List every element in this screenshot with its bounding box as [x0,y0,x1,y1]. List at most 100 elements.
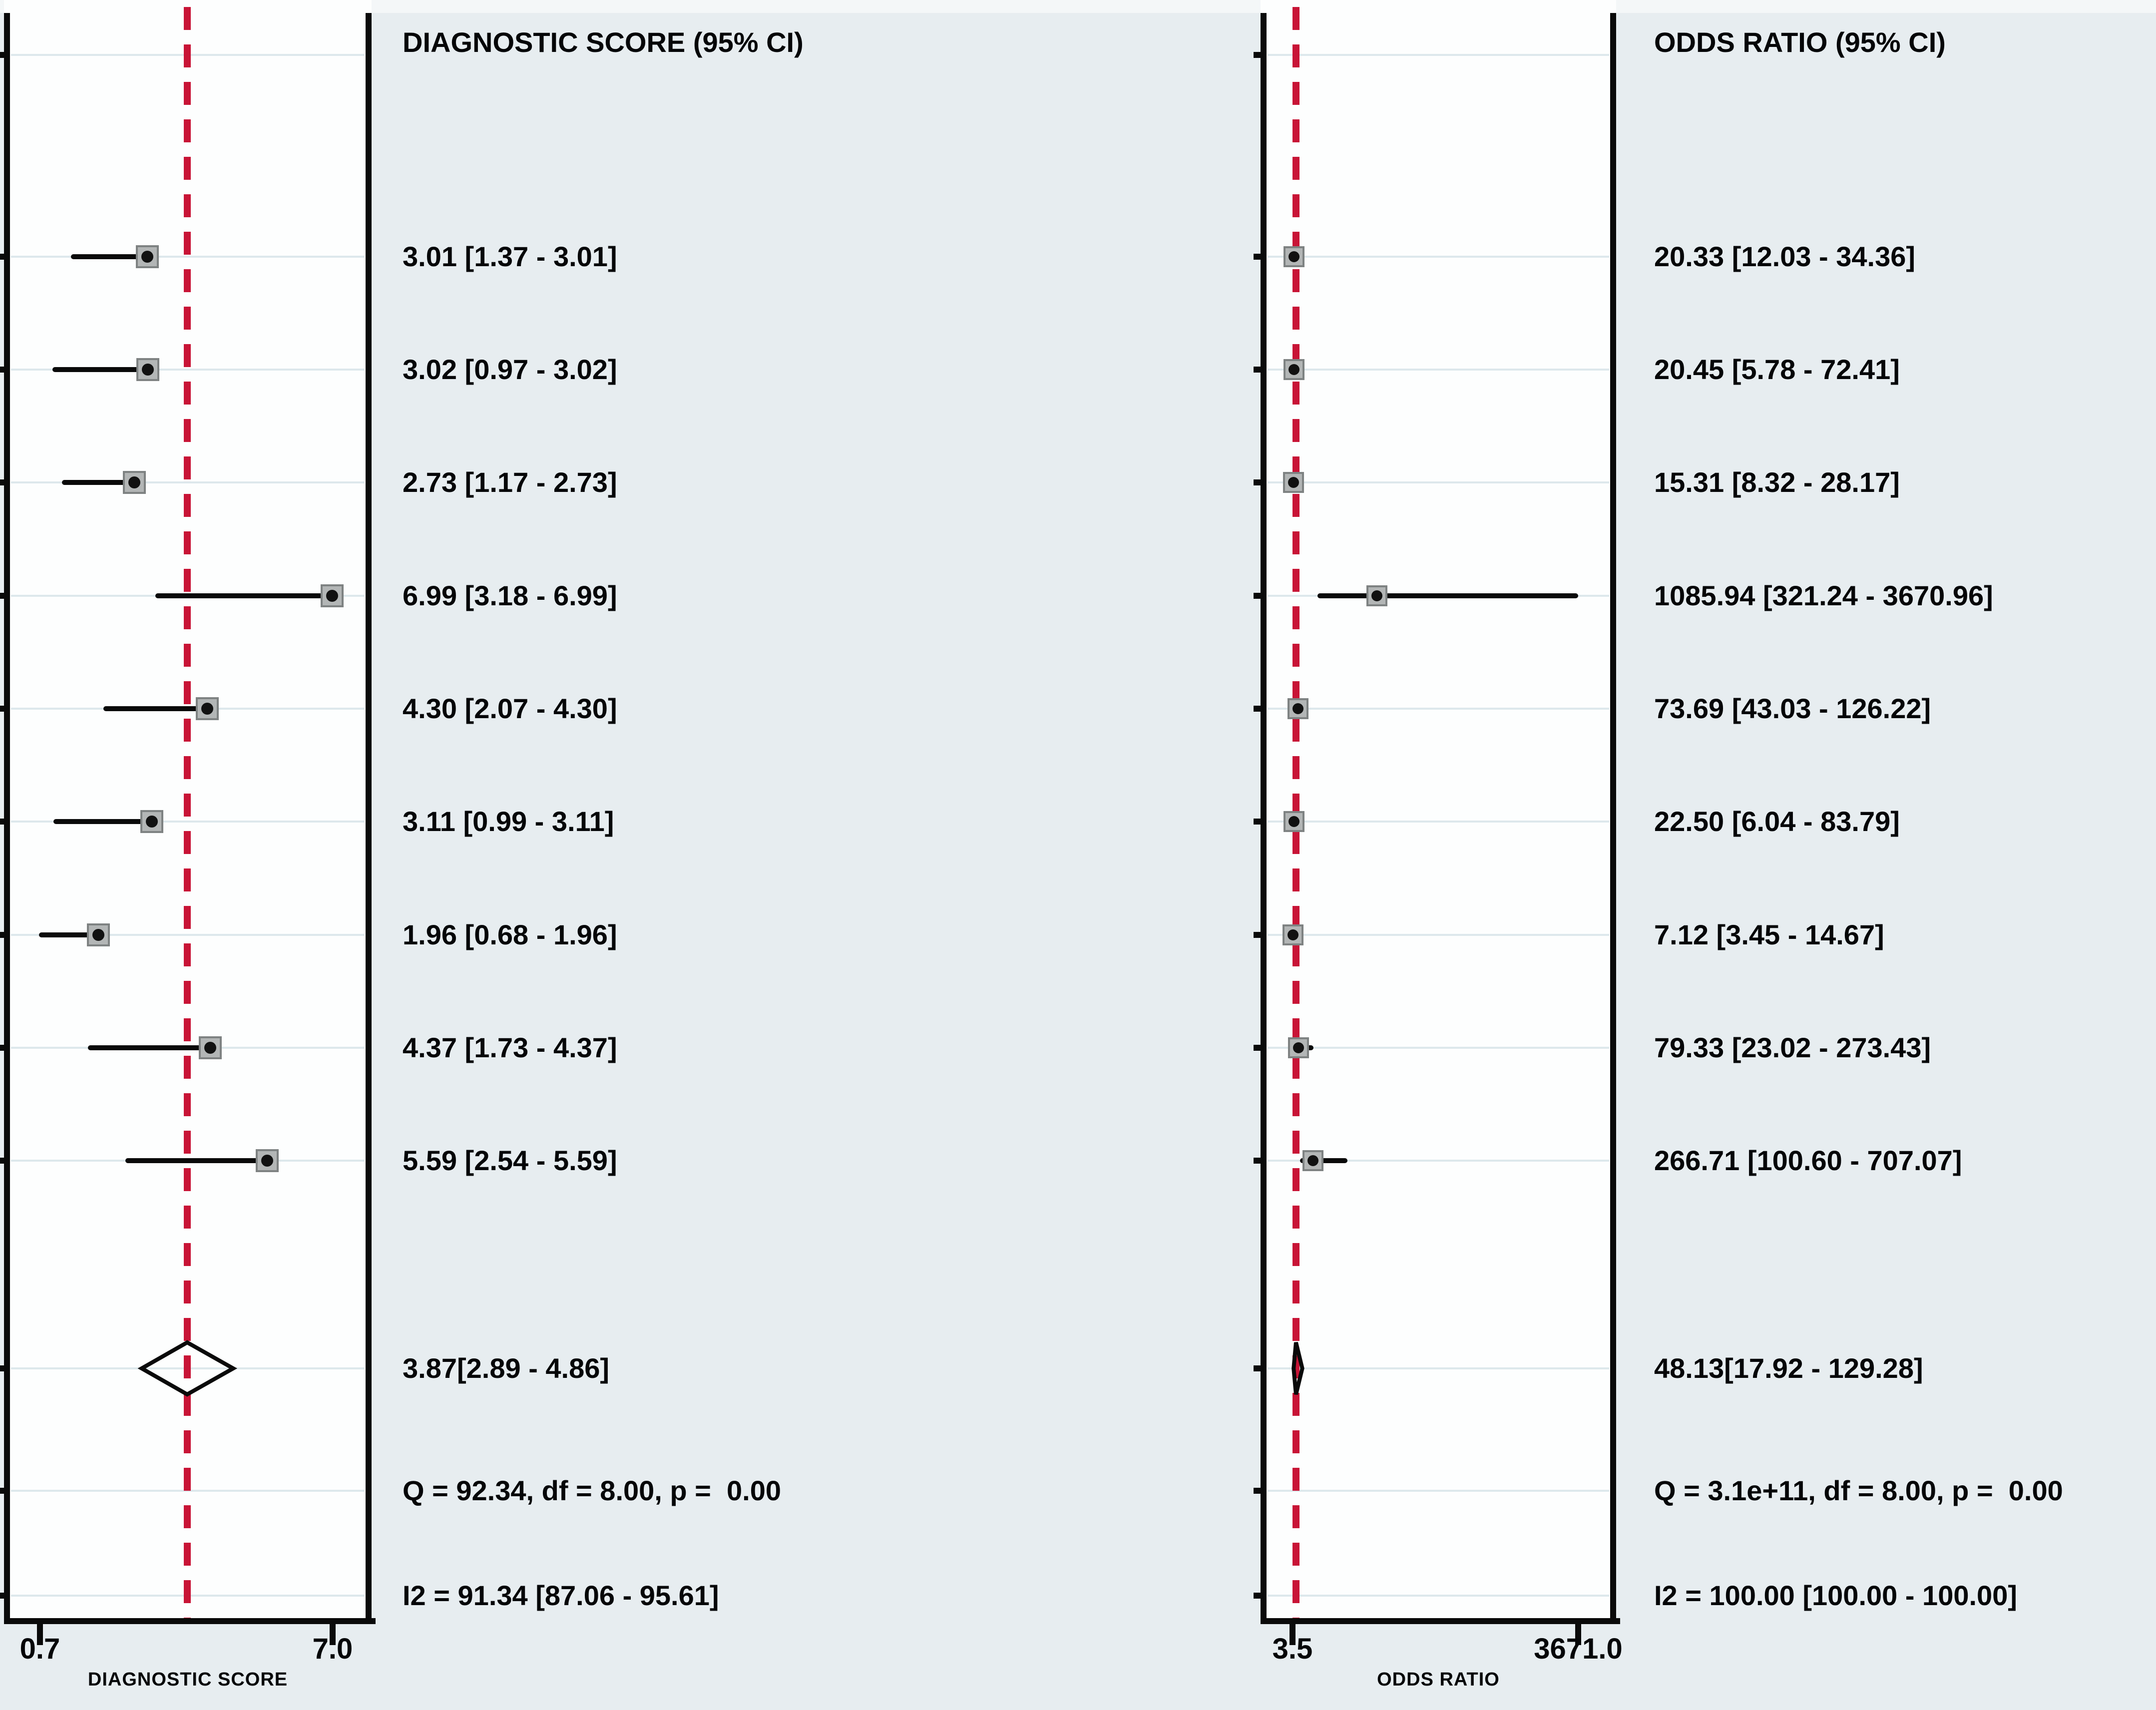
study-marker-dot [261,1155,273,1167]
axis-tick-nub [1254,1488,1262,1494]
axis-tick-nub [1254,1158,1262,1164]
study-value-label: 1085.94 [321.24 - 3670.96] [1654,580,1993,611]
gridline [1268,1595,1609,1597]
axis-tick-nub [1254,1593,1262,1599]
study-marker-dot [1288,251,1299,262]
study-value-label: 3.11 [0.99 - 3.11] [403,806,614,837]
study-ci-line [71,254,147,259]
summary-diamond-layer [1292,1342,1304,1395]
study-marker-dot [1292,703,1303,714]
study-value-label: 3.02 [0.97 - 3.02] [403,354,617,385]
axis-tick-nub [0,1365,5,1371]
study-marker-dot [128,476,140,488]
x-axis-tick [1290,1624,1295,1645]
study-marker [1302,1150,1324,1171]
gridline [1268,481,1609,483]
odds-ratio-plot-area: 3.5 3671.0 ODDS RATIO [1254,0,1623,1690]
axis-tick-nub [1254,1365,1262,1371]
panel-right-border [366,13,372,1618]
study-marker [1366,585,1387,606]
study-marker [255,1149,279,1172]
axis-tick-nub [1254,367,1262,373]
axis-tick-nub [0,479,5,485]
gridline [1268,821,1609,823]
x-axis-caption: ODDS RATIO [1377,1669,1500,1690]
gridline [1268,708,1609,710]
axis-tick-nub [0,52,5,58]
study-marker [1283,359,1304,380]
axis-tick-nub [0,1488,5,1494]
study-marker [122,471,146,494]
panel-right-border [1610,13,1616,1618]
i-squared-label-right: I2 = 100.00 [100.00 - 100.00] [1654,1580,2017,1611]
axis-tick-nub [1254,52,1262,58]
pooled-estimate-label-left: 3.87[2.89 - 4.86] [403,1352,610,1384]
study-marker [1283,472,1304,493]
study-ci-line [155,593,333,598]
diagnostic-score-plot-area: 0.7 7.0 DIAGNOSTIC SCORE [0,0,376,1690]
gridline [1268,934,1609,936]
i-squared-label-left: I2 = 91.34 [87.06 - 95.61] [403,1580,719,1611]
study-value-label: 6.99 [3.18 - 6.99] [403,580,617,611]
study-marker-dot [1288,477,1299,488]
axis-tick-nub [1254,479,1262,485]
axis-tick-nub [1254,706,1262,712]
axis-tick-nub [1254,819,1262,825]
study-marker-dot [1288,364,1299,375]
study-ci-line [1300,1158,1347,1163]
axis-tick-nub [0,706,5,712]
study-ci-line [87,1045,211,1050]
study-ci-line [125,1158,267,1163]
study-value-label: 20.33 [12.03 - 34.36] [1654,241,1916,272]
study-ci-line [1317,593,1578,598]
study-marker-dot [141,251,153,263]
study-marker-dot [92,929,105,941]
study-marker [199,1036,222,1059]
study-marker [87,923,110,946]
x-axis-min-label: 3.5 [1272,1633,1313,1665]
study-ci-line [53,819,152,824]
x-axis-caption: DIAGNOSTIC SCORE [87,1669,288,1690]
x-axis-max-label: 3671.0 [1534,1633,1623,1665]
study-marker [1283,811,1304,832]
study-value-label: 73.69 [43.03 - 126.22] [1654,693,1931,724]
axis-tick-nub [1254,1045,1262,1051]
study-value-label: 20.45 [5.78 - 72.41] [1654,354,1900,385]
study-marker [1282,924,1303,945]
gridline [1268,1490,1609,1492]
pooled-effect-reference-line [183,7,191,1618]
axis-tick-nub [0,593,5,599]
study-value-label: 1.96 [0.68 - 1.96] [403,919,617,950]
axis-tick-nub [1254,932,1262,938]
x-axis-min-label: 0.7 [19,1633,60,1665]
axis-tick-nub [1254,593,1262,599]
study-marker-dot [1371,590,1382,601]
axis-tick-nub [0,367,5,373]
gridline [1268,369,1609,371]
study-marker-dot [201,703,213,715]
study-marker-dot [1288,816,1299,827]
y-axis-line [4,13,10,1618]
heterogeneity-q-label-right: Q = 3.1e+11, df = 8.00, p = 0.00 [1654,1475,2063,1506]
study-value-label: 79.33 [23.02 - 273.43] [1654,1032,1931,1063]
gridline [1268,1160,1609,1162]
study-value-label: 2.73 [1.17 - 2.73] [403,466,617,498]
pooled-estimate-label-right: 48.13[17.92 - 129.28] [1654,1352,1923,1384]
y-axis-line [1261,13,1267,1618]
study-value-label: 4.37 [1.73 - 4.37] [403,1032,617,1063]
x-axis-tick [37,1624,43,1645]
right-panel-title: ODDS RATIO (95% CI) [1654,26,1946,58]
gridline [1268,1367,1609,1369]
gridline [1268,256,1609,258]
study-marker [135,245,159,268]
study-value-label: 4.30 [2.07 - 4.30] [403,693,617,724]
axis-tick-nub [1254,254,1262,260]
study-ci-line [39,932,99,937]
x-axis-tick [330,1624,336,1645]
study-marker [1283,246,1304,267]
x-axis-max-label: 7.0 [312,1633,353,1665]
study-value-label: 15.31 [8.32 - 28.17] [1654,466,1900,498]
gridline [1268,54,1609,56]
x-axis-line [1261,1618,1620,1624]
study-marker-dot [204,1042,217,1054]
